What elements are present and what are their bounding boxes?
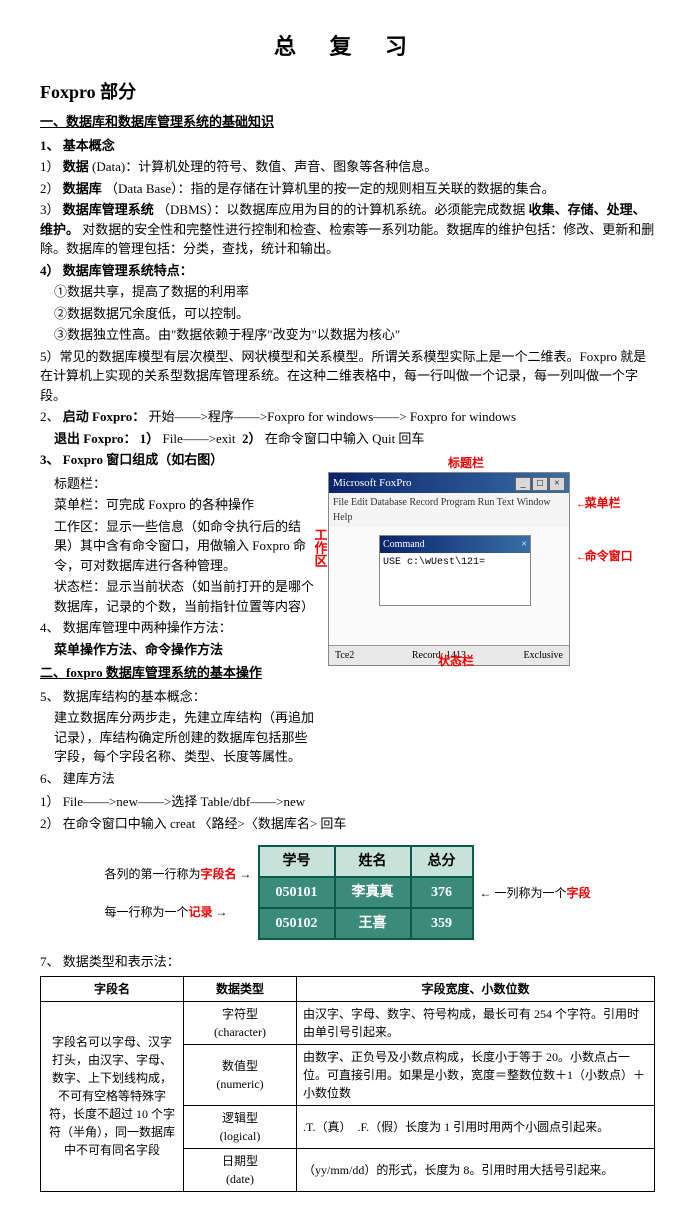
student-table-diagram: 各列的第一行称为字段名 → 每一行称为一个记录 → 学号姓名总分 050101李…	[40, 845, 655, 940]
table-cell: 王喜	[335, 908, 411, 939]
label: 2）	[40, 181, 60, 196]
desc: 开始——>程序——>Foxpro for windows——> Foxpro f…	[148, 409, 516, 424]
p2: 菜单栏：可完成 Foxpro 的各种操作	[40, 495, 320, 515]
label-record: 每一行称为一个记录 →	[104, 903, 251, 921]
heading-2-op: 二、foxpro 数据库管理系统的基本操作	[40, 663, 320, 683]
type-date: 日期型 (date)	[184, 1148, 297, 1191]
p5b: 菜单操作方法、命令操作方法	[40, 640, 320, 660]
cmd-title: Command ×	[380, 536, 530, 553]
label-fieldname: 各列的第一行称为字段名 →	[104, 865, 251, 883]
table-header: 总分	[411, 846, 473, 877]
p9: 1） File——>new——>选择 Table/dbf——>new	[40, 792, 655, 812]
foxpro-window-diagram: 标题栏 工作区 Microsoft FoxPro _□× File Edit D…	[328, 472, 655, 667]
p6: 5、 数据库结构的基本概念：	[40, 687, 320, 707]
annot-workarea: 工作区	[310, 528, 330, 567]
p3: 工作区：显示一些信息（如命令执行后的结果）其中含有命令窗口，用做输入 Foxpr…	[40, 517, 320, 576]
term: 数据	[63, 159, 89, 174]
cmd-body[interactable]: USE c:\wUest\121=	[380, 553, 530, 605]
fieldname-desc: 字段名可以字母、汉字打头，由汉字、字母、数字、上下划线构成，不可有空格等特殊字符…	[41, 1001, 184, 1191]
d2: 在命令窗口中输入 Quit 回车	[265, 431, 425, 446]
page-title: 总 复 习	[40, 30, 655, 63]
th-type: 数据类型	[184, 976, 297, 1001]
table-cell: 050102	[259, 908, 335, 939]
p8: 6、 建库方法	[40, 769, 320, 789]
status-left: Tce2	[335, 648, 354, 663]
heading-1-4: 4） 数据库管理系统特点：	[40, 261, 655, 281]
desc: (Data)：计算机处理的符号、数值、声音、图象等各种信息。	[92, 159, 437, 174]
type-logical: 逻辑型 (logical)	[184, 1105, 297, 1148]
window-buttons[interactable]: _□×	[514, 475, 565, 492]
heading-1-1: 1、 基本概念	[40, 136, 655, 156]
label: 1）	[40, 159, 60, 174]
p6: 2、 启动 Foxpro： 开始——>程序——>Foxpro for windo…	[40, 407, 655, 427]
table-cell: 050101	[259, 877, 335, 908]
annot-titlebar: 标题栏	[448, 454, 484, 472]
annot-menubar: ←菜单栏	[578, 494, 621, 514]
n2: 2）	[242, 431, 262, 446]
annot-cmd: ←命令窗口	[578, 547, 633, 567]
term: 退出 Foxpro：	[54, 431, 136, 446]
close-icon[interactable]: ×	[549, 477, 565, 491]
close-icon[interactable]: ×	[521, 537, 527, 552]
left-text-column: 标题栏： 菜单栏：可完成 Foxpro 的各种操作 工作区：显示一些信息（如命令…	[40, 472, 320, 791]
heading-1: 一、数据库和数据库管理系统的基础知识	[40, 112, 655, 132]
left-labels: 各列的第一行称为字段名 → 每一行称为一个记录 →	[104, 865, 251, 921]
command-window: Command × USE c:\wUest\121=	[379, 535, 531, 606]
table-header: 学号	[259, 846, 335, 877]
status-right: Exclusive	[524, 648, 563, 663]
section-heading: Foxpro 部分	[40, 79, 655, 106]
heading-7: 7、 数据类型和表示法：	[40, 952, 655, 972]
item-2: 2） 数据库 （Data Base）：指的是存储在计算机里的按一定的规则相互关联…	[40, 179, 655, 199]
d1: File——>exit	[162, 431, 235, 446]
table-cell: 376	[411, 877, 473, 908]
annot-status: 状态栏	[438, 652, 474, 670]
p10: 2） 在命令窗口中输入 creat 〈路经>〈数据库名> 回车	[40, 814, 655, 834]
datatype-table: 字段名 数据类型 字段宽度、小数位数 字段名可以字母、汉字打头，由汉字、字母、数…	[40, 976, 655, 1192]
p4c: ③数据独立性高。由"数据依赖于程序"改变为"以数据为核心"	[40, 325, 655, 345]
th-fieldname: 字段名	[41, 976, 184, 1001]
menubar[interactable]: File Edit Database Record Program Run Te…	[329, 493, 569, 527]
type-char: 字符型 (character)	[184, 1001, 297, 1044]
term: 数据库管理系统	[63, 202, 154, 217]
term: 启动 Foxpro：	[63, 409, 145, 424]
desc-logical: .T.（真） .F.（假）长度为 1 引用时用两个小圆点引起来。	[297, 1105, 655, 1148]
th-width: 字段宽度、小数位数	[297, 976, 655, 1001]
table-row: 050101李真真376	[259, 877, 473, 908]
desc: （DBMS）：以数据库应用为目的的计算机系统。必须能完成数据	[157, 202, 525, 217]
p4a: ①数据共享，提高了数据的利用率	[40, 282, 655, 302]
max-icon[interactable]: □	[532, 477, 548, 491]
min-icon[interactable]: _	[515, 477, 531, 491]
desc-num: 由数字、正负号及小数点构成，长度小于等于 20。小数点占一位。可直接引用。如果是…	[297, 1044, 655, 1105]
item-1: 1） 数据 (Data)：计算机处理的符号、数值、声音、图象等各种信息。	[40, 157, 655, 177]
num: 2、	[40, 409, 60, 424]
desc: （Data Base）：指的是存储在计算机里的按一定的规则相互关联的数据的集合。	[105, 181, 555, 196]
term: 数据库	[63, 181, 102, 196]
table-row: 050102王喜359	[259, 908, 473, 939]
student-table: 学号姓名总分 050101李真真376050102王喜359	[258, 845, 474, 940]
n1: 1）	[140, 431, 160, 446]
heading-3: 3、 Foxpro 窗口组成（如右图）	[40, 450, 655, 470]
desc2: 对数据的安全性和完整性进行控制和检查、检索等一系列功能。数据库的维护包括：修改、…	[40, 222, 654, 257]
right-label: ← 一列称为一个字段	[480, 884, 591, 902]
desc-char: 由汉字、字母、数字、符号构成，最长可有 254 个字符。引用时由单引号引起来。	[297, 1001, 655, 1044]
p1: 标题栏：	[40, 474, 320, 494]
foxpro-window: Microsoft FoxPro _□× File Edit Database …	[328, 472, 570, 667]
p5: 5）常见的数据库模型有层次模型、网状模型和关系模型。所谓关系模型实际上是一个二维…	[40, 347, 655, 406]
type-num: 数值型 (numeric)	[184, 1044, 297, 1105]
item-3: 3） 数据库管理系统 （DBMS）：以数据库应用为目的的计算机系统。必须能完成数…	[40, 200, 655, 259]
p4: 状态栏：显示当前状态（如当前打开的是哪个数据库，记录的个数，当前指针位置等内容）	[40, 577, 320, 616]
table-header: 姓名	[335, 846, 411, 877]
titlebar: Microsoft FoxPro _□×	[329, 473, 569, 494]
p4b: ②数据数据冗余度低，可以控制。	[40, 304, 655, 324]
p7: 建立数据库分两步走，先建立库结构（再追加记录），库结构确定所创建的数据库包括那些…	[40, 708, 320, 767]
table-cell: 李真真	[335, 877, 411, 908]
title-text: Microsoft FoxPro	[333, 475, 412, 492]
work-area: Command × USE c:\wUest\121=	[329, 527, 569, 645]
p5: 4、 数据库管理中两种操作方法：	[40, 618, 320, 638]
table-cell: 359	[411, 908, 473, 939]
desc-date: （yy/mm/dd）的形式，长度为 8。引用时用大括号引起来。	[297, 1148, 655, 1191]
p7: 退出 Foxpro： 1） File——>exit 2） 在命令窗口中输入 Qu…	[40, 429, 655, 449]
label: 3）	[40, 202, 60, 217]
